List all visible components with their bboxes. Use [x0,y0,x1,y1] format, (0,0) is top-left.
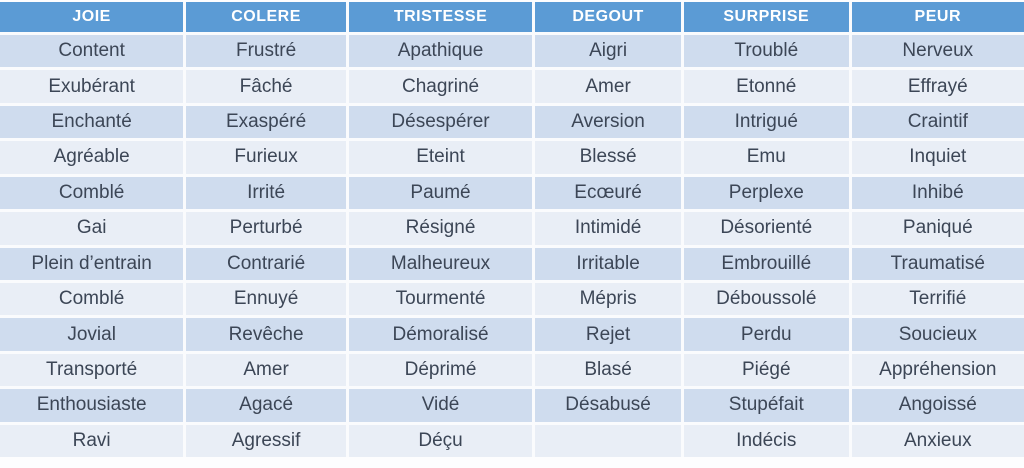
emotion-cell [535,424,681,457]
emotion-cell: Appréhension [851,353,1024,387]
column-header-colere: COLERE [186,2,346,32]
emotion-cell: Désorienté [684,212,849,245]
emotion-cell: Embrouillé [684,247,849,280]
emotion-cell: Etonné [684,70,849,103]
emotion-cell: Démoralisé [348,318,533,351]
emotion-cell: Agressif [186,424,346,457]
emotion-cell: Désabusé [535,389,681,422]
emotion-cell: Angoissé [851,389,1024,422]
emotion-cell: Désespérer [348,105,533,139]
emotion-cell: Amer [535,70,681,103]
emotion-cell: Perdu [684,318,849,351]
emotion-cell: Vidé [348,389,533,422]
emotion-cell: Eteint [348,141,533,174]
emotion-cell: Perturbé [186,212,346,245]
emotion-cell: Jovial [0,318,184,351]
emotion-cell: Irritable [535,247,681,280]
column-header-surprise: SURPRISE [684,2,849,32]
emotion-cell: Malheureux [348,247,533,280]
emotion-cell: Troublé [684,35,849,68]
emotion-cell: Déprimé [348,353,533,387]
emotion-cell: Paniqué [851,212,1024,245]
column-header-tristesse: TRISTESSE [348,2,533,32]
emotion-cell: Anxieux [851,424,1024,457]
column-header-joie: JOIE [0,2,184,32]
emotion-vocabulary-table: JOIE COLERE TRISTESSE DEGOUT SURPRISE PEUR Con… [0,2,1024,457]
emotion-cell: Aigri [535,35,681,68]
emotion-cell: Enthousiaste [0,389,184,422]
emotion-cell: Transporté [0,353,184,387]
emotion-cell: Nerveux [851,35,1024,68]
emotion-cell: Soucieux [851,318,1024,351]
emotion-cell: Revêche [186,318,346,351]
emotion-cell: Fâché [186,70,346,103]
emotion-cell: Perplexe [684,176,849,210]
emotion-cell: Tourmenté [348,282,533,316]
emotion-cell: Déçu [348,424,533,457]
emotion-cell: Frustré [186,35,346,68]
emotion-cell: Ravi [0,424,184,457]
emotion-cell: Stupéfait [684,389,849,422]
emotion-cell: Plein d’entrain [0,247,184,280]
emotion-cell: Blessé [535,141,681,174]
emotion-cell: Chagriné [348,70,533,103]
emotion-cell: Paumé [348,176,533,210]
emotion-cell: Agréable [0,141,184,174]
emotion-cell: Furieux [186,141,346,174]
emotion-cell: Content [0,35,184,68]
emotion-cell: Gai [0,212,184,245]
emotion-cell: Enchanté [0,105,184,139]
emotion-cell: Piégé [684,353,849,387]
emotion-cell: Terrifié [851,282,1024,316]
column-header-degout: DEGOUT [535,2,681,32]
column-header-peur: PEUR [851,2,1024,32]
emotion-cell: Ennuyé [186,282,346,316]
emotion-cell: Inhibé [851,176,1024,210]
emotion-cell: Rejet [535,318,681,351]
emotion-cell: Résigné [348,212,533,245]
emotion-cell: Intimidé [535,212,681,245]
emotion-cell: Effrayé [851,70,1024,103]
emotion-cell: Indécis [684,424,849,457]
emotion-cell: Mépris [535,282,681,316]
emotion-cell: Contrarié [186,247,346,280]
emotion-cell: Traumatisé [851,247,1024,280]
emotion-cell: Inquiet [851,141,1024,174]
emotion-cell: Craintif [851,105,1024,139]
emotion-cell: Blasé [535,353,681,387]
emotion-cell: Déboussolé [684,282,849,316]
emotion-cell: Exaspéré [186,105,346,139]
emotion-cell: Comblé [0,176,184,210]
emotion-cell: Emu [684,141,849,174]
emotion-cell: Exubérant [0,70,184,103]
emotion-cell: Agacé [186,389,346,422]
emotion-cell: Comblé [0,282,184,316]
emotion-cell: Apathique [348,35,533,68]
emotion-cell: Intrigué [684,105,849,139]
emotion-cell: Amer [186,353,346,387]
emotion-cell: Irrité [186,176,346,210]
emotion-cell: Ecœuré [535,176,681,210]
emotion-cell: Aversion [535,105,681,139]
